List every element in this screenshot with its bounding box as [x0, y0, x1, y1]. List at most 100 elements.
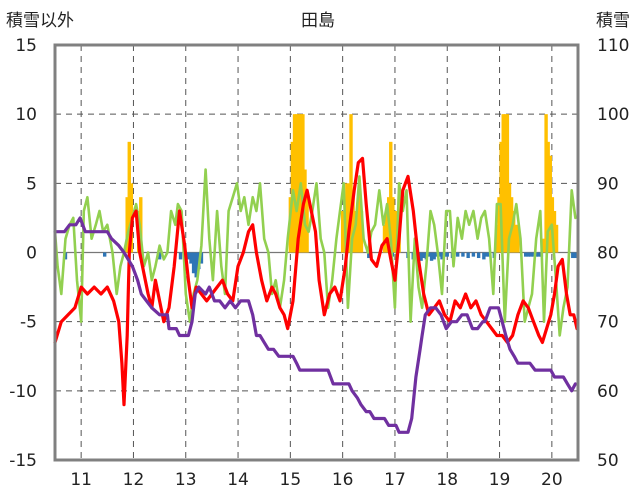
precip-bar [482, 252, 486, 260]
left-y-tick-label: 15 [15, 36, 37, 56]
precip-bar [199, 252, 204, 264]
precip-bar [367, 252, 371, 259]
x-tick-label: 11 [70, 470, 92, 490]
snowfall-bar [554, 224, 559, 253]
snowfall-bar [305, 197, 309, 253]
left-y-tick-label: 0 [26, 244, 37, 264]
snowfall-bar [125, 197, 129, 253]
snowfall-bar [357, 183, 362, 253]
precip-bar [191, 252, 196, 274]
precip-bar [157, 252, 162, 260]
snowfall-bar [514, 224, 518, 253]
precip-bar [422, 252, 426, 259]
x-tick-label: 20 [541, 470, 563, 490]
gridlines [55, 45, 578, 460]
snowfall-bar [511, 211, 516, 253]
plot-frame [53, 43, 580, 462]
right-y-tick-label: 60 [597, 382, 619, 402]
precip-bar [429, 252, 434, 261]
left-y-tick-label: -15 [9, 451, 37, 471]
snowfall-bar [384, 211, 389, 253]
x-tick-label: 15 [280, 470, 302, 490]
precip-bar [524, 252, 528, 257]
snowfall-bar [345, 183, 349, 253]
precip-bar [419, 252, 423, 261]
snowfall-bar [548, 155, 552, 253]
precip-bar [178, 252, 183, 260]
precip-bar [456, 252, 460, 257]
right-y-tick-label: 80 [597, 244, 619, 264]
precip-bar [466, 252, 470, 259]
precip-bar [437, 252, 442, 257]
tick-labels: 11 12 13 14 15 16 17 18 19 20151050-5-10-15110100… [9, 36, 629, 490]
precip-bar [471, 252, 476, 257]
snowfall-bar [497, 197, 501, 253]
snowfall-bar [542, 238, 546, 253]
x-tick-label: 14 [227, 470, 249, 490]
x-tick-label: 17 [384, 470, 406, 490]
snowfall-bar [294, 114, 299, 253]
x-tick-label: 19 [489, 470, 511, 490]
snowfall-bar [359, 211, 364, 253]
snowfall-bar [301, 114, 305, 253]
left-y-tick-label: -5 [20, 313, 37, 333]
right-y-tick-label: 90 [597, 174, 619, 194]
x-tick-label: 16 [332, 470, 354, 490]
precip-bar [461, 252, 465, 257]
x-tick-label: 12 [123, 470, 145, 490]
snow_depth-line [53, 216, 578, 434]
precip-bar [102, 252, 107, 257]
snowfall-bar [340, 211, 345, 253]
snowfall-bar [393, 211, 397, 253]
temperature-line [53, 156, 579, 407]
x-tick-label: 13 [175, 470, 197, 490]
humidity_like-line [53, 168, 577, 337]
precip-bar [537, 252, 541, 257]
snowfall-bar [389, 141, 393, 253]
right-axis-title: 積雪 [596, 11, 630, 31]
snowfall-bar [546, 141, 550, 253]
snowfall-bar [292, 114, 297, 253]
snowfall-bar [297, 114, 301, 253]
snowfall-bar [351, 197, 355, 253]
precip-bar [427, 252, 431, 257]
precip-bar [484, 252, 489, 257]
snowfall-bar [544, 114, 548, 253]
snowfall-bar [499, 141, 503, 253]
precip-bar [189, 252, 193, 264]
snowfall-bar [501, 114, 505, 253]
line-series [53, 156, 579, 434]
precip-bar [573, 252, 578, 259]
snowfall-bar [507, 183, 512, 253]
snowfall-bar [505, 114, 510, 253]
snowfall-bar [391, 197, 395, 253]
snowfall-bar [347, 183, 351, 253]
right-y-tick-label: 100 [597, 105, 629, 125]
precip-bar [445, 252, 449, 257]
snowfall-bar [552, 211, 557, 253]
x-tick-label: 18 [436, 470, 458, 490]
snowfall-bar [503, 114, 508, 253]
chart-title: 田島 [301, 11, 335, 31]
snowfall-bar [349, 114, 353, 253]
precip-bar [529, 252, 533, 257]
right-y-tick-label: 70 [597, 313, 619, 333]
snowfall-bar [303, 169, 307, 253]
snowfall-bar [382, 224, 387, 253]
precip-bar [186, 252, 191, 260]
precip-bar [432, 252, 436, 260]
precip-bar [194, 252, 198, 278]
left-y-tick-label: 5 [26, 174, 37, 194]
left-y-tick-label: 10 [15, 105, 37, 125]
left-axis-title: 積雪以外 [6, 11, 74, 31]
precip-bar [526, 252, 531, 257]
snowfall-bar [127, 141, 131, 253]
snowfall-bar [516, 224, 520, 253]
precip-bar [531, 252, 536, 257]
snowfall-bar [355, 211, 359, 253]
snowfall-bar [495, 224, 499, 253]
precip-bar [571, 252, 575, 259]
precip-bar [476, 252, 481, 259]
right-y-tick-label: 50 [597, 451, 619, 471]
